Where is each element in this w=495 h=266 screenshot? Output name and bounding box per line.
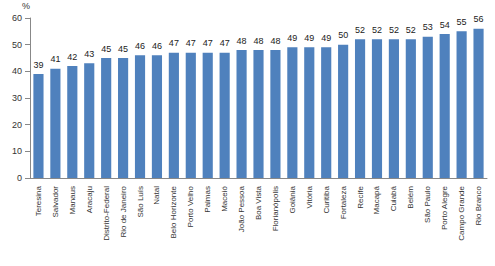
svg-text:52: 52 [389,25,399,35]
svg-text:%: % [22,1,30,11]
svg-text:Natal: Natal [152,186,161,205]
svg-text:49: 49 [304,33,314,43]
svg-text:Boa Vista: Boa Vista [254,185,263,220]
svg-text:João Pessoa: João Pessoa [237,185,246,232]
svg-text:Teresina: Teresina [34,185,43,216]
svg-text:São Luís: São Luís [136,186,145,218]
svg-text:49: 49 [287,33,297,43]
svg-text:40: 40 [12,66,22,76]
svg-text:Macapá: Macapá [372,185,381,214]
svg-text:48: 48 [237,36,247,46]
svg-text:10: 10 [12,146,22,156]
svg-text:55: 55 [457,17,467,27]
svg-text:Maceió: Maceió [220,185,229,211]
svg-text:São Paulo: São Paulo [423,185,432,222]
svg-text:30: 30 [12,93,22,103]
svg-text:60: 60 [12,13,22,23]
svg-text:Distrito-Federal: Distrito-Federal [102,186,111,241]
svg-text:48: 48 [253,36,263,46]
svg-text:52: 52 [406,25,416,35]
svg-text:Fortaleza: Fortaleza [339,185,348,219]
svg-text:47: 47 [186,38,196,48]
svg-text:46: 46 [152,41,162,51]
svg-text:54: 54 [440,20,450,30]
svg-text:52: 52 [372,25,382,35]
svg-text:50: 50 [338,30,348,40]
svg-text:47: 47 [220,38,230,48]
svg-text:50: 50 [12,40,22,50]
svg-text:49: 49 [321,33,331,43]
svg-text:41: 41 [50,54,60,64]
svg-text:52: 52 [355,25,365,35]
svg-text:Vitória: Vitória [305,185,314,208]
svg-text:Curitiba: Curitiba [322,185,331,213]
svg-text:Manaus: Manaus [68,186,77,214]
svg-text:47: 47 [169,38,179,48]
svg-text:47: 47 [203,38,213,48]
svg-text:Campo Grande: Campo Grande [457,185,466,240]
svg-text:Belém: Belém [406,186,415,209]
svg-text:20: 20 [12,120,22,130]
svg-text:Porto Alegre: Porto Alegre [440,185,449,230]
svg-text:42: 42 [67,52,77,62]
svg-text:Recife: Recife [356,185,365,208]
svg-text:Cuiabá: Cuiabá [389,185,398,211]
svg-text:Belo Horizonte: Belo Horizonte [169,185,178,238]
svg-text:Porto Velho: Porto Velho [186,185,195,227]
svg-text:Florianópolis: Florianópolis [271,186,280,231]
svg-text:46: 46 [135,41,145,51]
svg-text:56: 56 [474,14,484,24]
svg-text:0: 0 [17,173,22,183]
svg-text:Goiânia: Goiânia [288,185,297,213]
svg-text:Rio Branco: Rio Branco [474,185,483,225]
svg-text:45: 45 [118,44,128,54]
svg-text:Rio de Janeiro: Rio de Janeiro [119,185,128,237]
svg-text:Salvador: Salvador [51,186,60,218]
svg-text:39: 39 [33,60,43,70]
svg-text:Aracaju: Aracaju [85,186,94,213]
svg-text:43: 43 [84,49,94,59]
svg-text:45: 45 [101,44,111,54]
svg-text:48: 48 [270,36,280,46]
svg-text:53: 53 [423,22,433,32]
svg-text:Palmas: Palmas [203,186,212,213]
